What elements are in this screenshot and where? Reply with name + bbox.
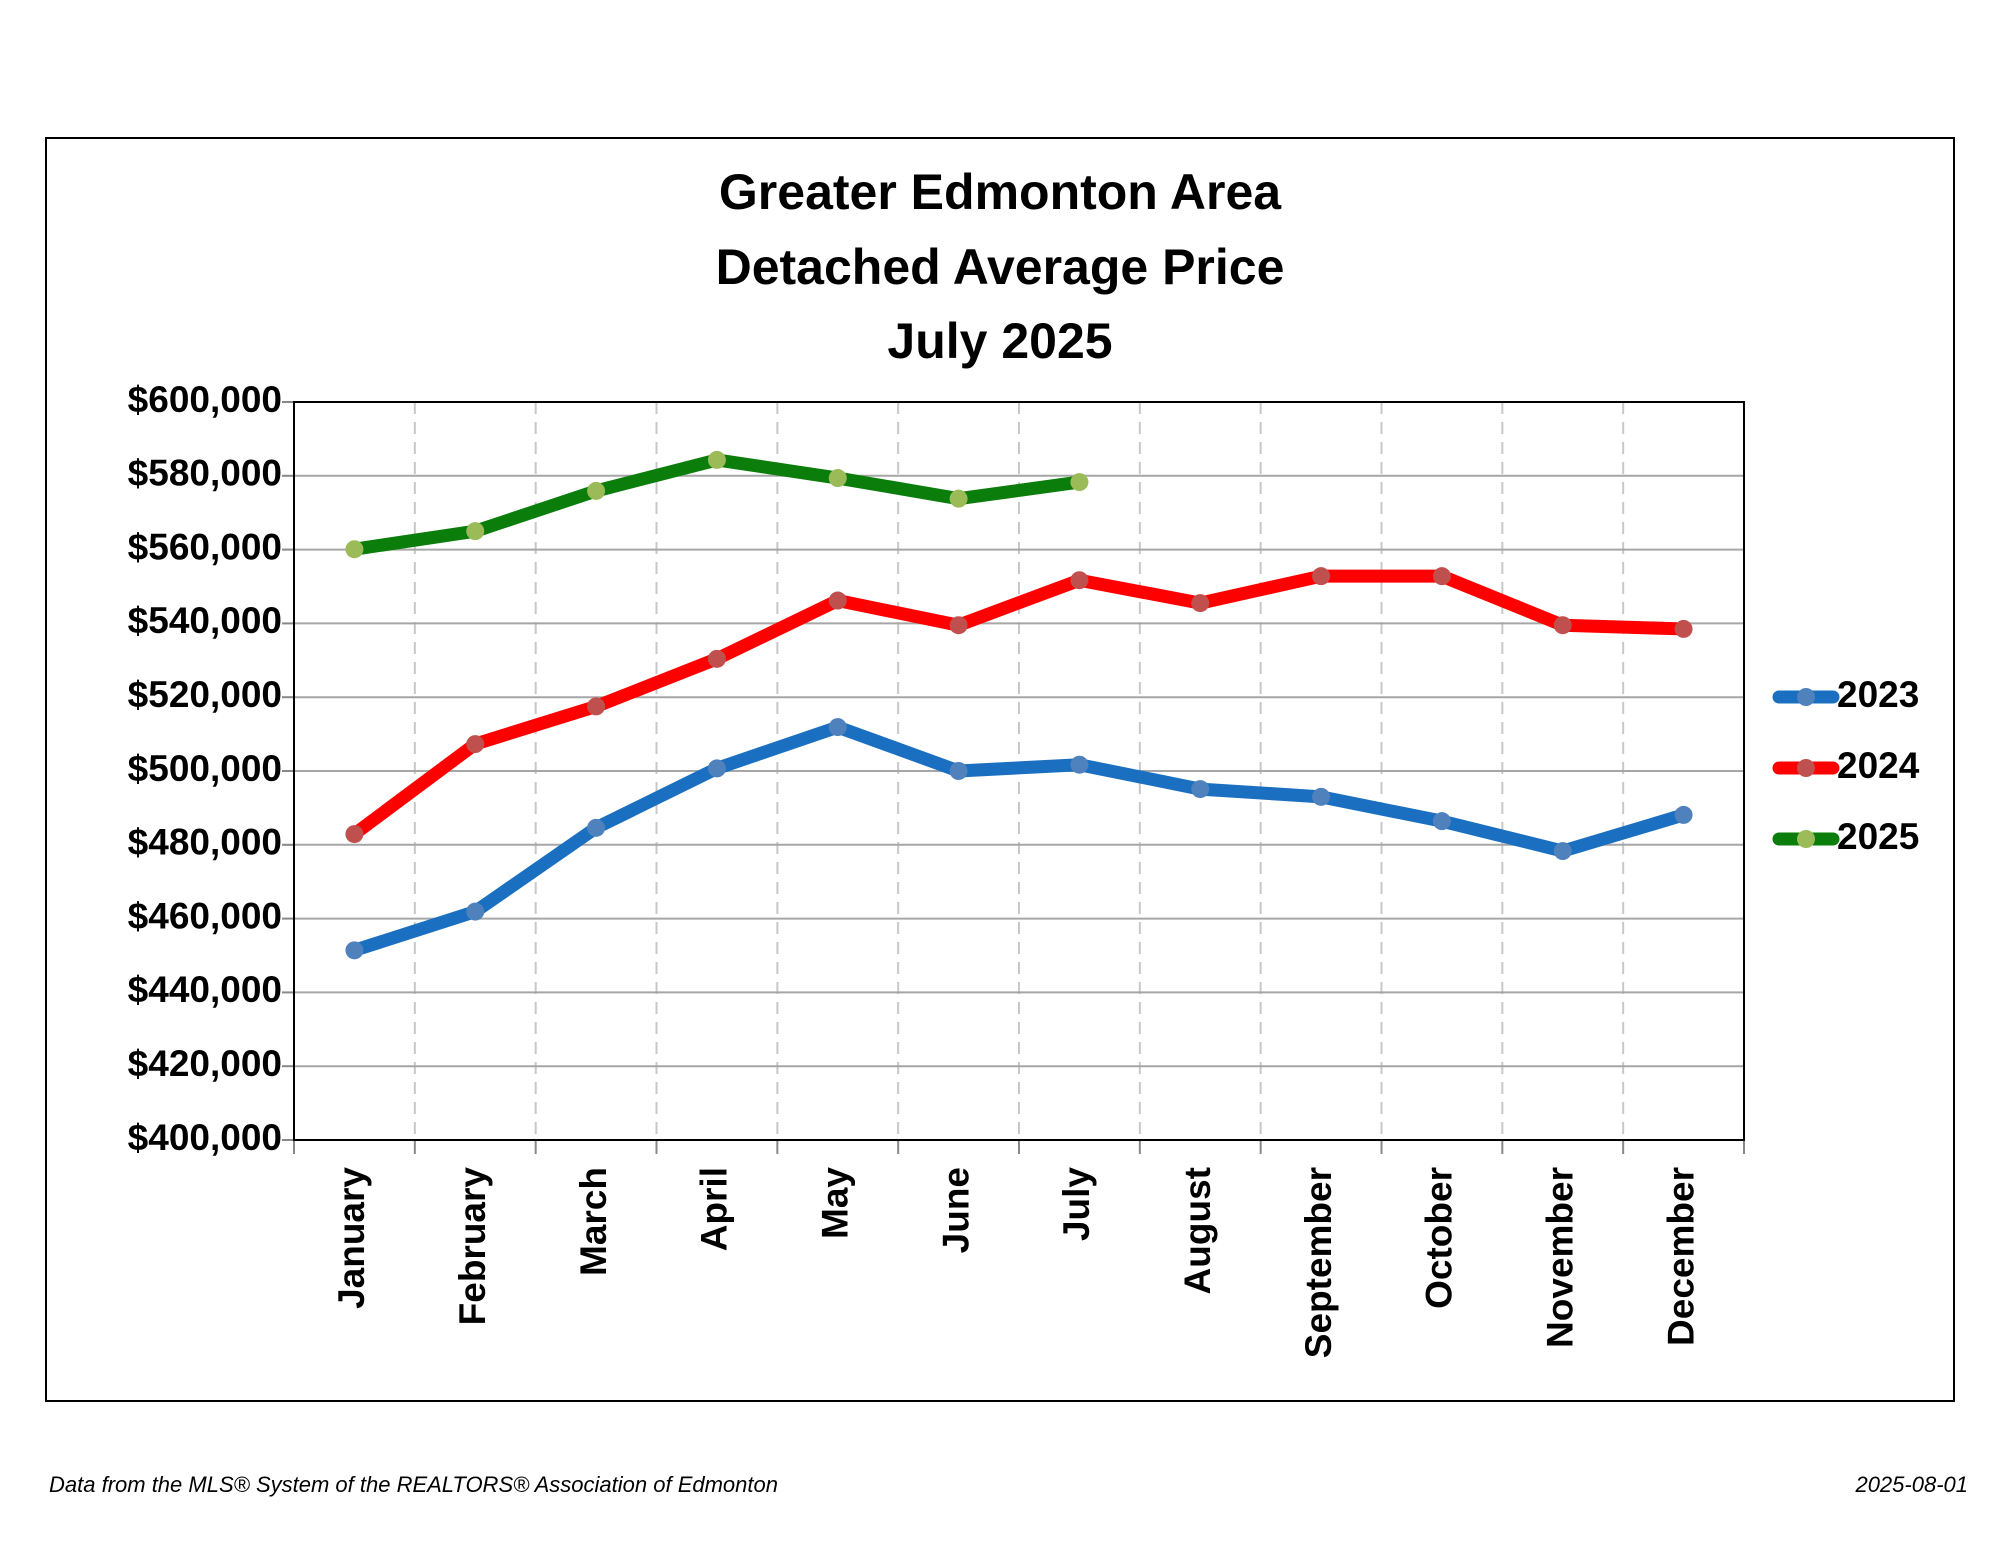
chart-frame xyxy=(45,137,1955,1402)
data-point xyxy=(345,540,364,559)
data-point xyxy=(466,735,485,754)
x-tick-label: September xyxy=(1298,1167,1339,1358)
y-tick-label: $400,000 xyxy=(128,1117,282,1158)
data-point xyxy=(949,762,968,780)
data-point xyxy=(828,718,847,737)
legend-marker xyxy=(1797,688,1815,706)
legend-marker xyxy=(1797,759,1815,777)
data-point xyxy=(1432,567,1451,586)
x-tick-label: March xyxy=(573,1167,614,1276)
chart-title: Detached Average Price xyxy=(716,239,1285,295)
y-tick-label: $460,000 xyxy=(128,895,282,936)
data-point xyxy=(1674,619,1693,638)
data-point xyxy=(707,649,726,668)
data-point xyxy=(707,450,726,469)
data-point xyxy=(1070,473,1089,492)
y-tick-label: $440,000 xyxy=(128,969,282,1010)
legend-label: 2025 xyxy=(1837,816,1919,857)
x-tick-label: May xyxy=(815,1167,856,1239)
data-point xyxy=(1070,571,1089,590)
data-point xyxy=(1191,594,1210,613)
x-tick-label: November xyxy=(1540,1167,1581,1348)
legend-label: 2023 xyxy=(1837,674,1919,715)
data-point xyxy=(949,616,968,635)
y-tick-label: $580,000 xyxy=(128,453,282,494)
y-tick-label: $600,000 xyxy=(128,379,282,420)
x-tick-label: July xyxy=(1056,1167,1097,1241)
data-point xyxy=(1191,780,1210,799)
date-note: 2025-08-01 xyxy=(1854,1472,1968,1497)
y-tick-label: $540,000 xyxy=(128,600,282,641)
data-point xyxy=(466,902,485,921)
data-point xyxy=(828,469,847,488)
source-note: Data from the MLS® System of the REALTOR… xyxy=(49,1472,778,1497)
legend-marker xyxy=(1797,830,1815,848)
plot-frame xyxy=(293,401,1745,1141)
x-tick-label: June xyxy=(935,1167,976,1253)
legend-label: 2024 xyxy=(1837,745,1920,786)
data-point xyxy=(1553,616,1572,635)
x-tick-label: January xyxy=(331,1167,372,1309)
x-tick-label: February xyxy=(452,1167,493,1326)
data-point xyxy=(949,489,968,508)
data-point xyxy=(345,825,364,844)
data-point xyxy=(1070,755,1089,774)
data-point xyxy=(1674,805,1693,824)
y-tick-label: $500,000 xyxy=(128,748,282,789)
data-point xyxy=(1553,842,1572,861)
series-line xyxy=(347,569,1691,841)
data-point xyxy=(345,941,364,960)
chart-title: July 2025 xyxy=(887,313,1112,369)
y-tick-label: $420,000 xyxy=(128,1043,282,1084)
series-line xyxy=(347,720,1691,957)
data-point xyxy=(587,818,606,837)
data-point xyxy=(1432,812,1451,831)
y-tick-label: $480,000 xyxy=(128,822,282,863)
data-point xyxy=(587,697,606,716)
data-point xyxy=(1312,787,1331,806)
data-point xyxy=(828,591,847,610)
series-line xyxy=(347,453,1086,556)
data-point xyxy=(707,759,726,778)
data-point xyxy=(1312,567,1331,586)
data-point xyxy=(466,522,485,541)
y-tick-label: $560,000 xyxy=(128,526,282,567)
x-tick-label: April xyxy=(694,1167,735,1251)
x-tick-label: August xyxy=(1177,1167,1218,1294)
x-tick-label: October xyxy=(1419,1167,1460,1309)
data-point xyxy=(587,481,606,500)
x-tick-label: December xyxy=(1660,1167,1701,1346)
y-tick-label: $520,000 xyxy=(128,674,282,715)
chart-title: Greater Edmonton Area xyxy=(719,164,1282,220)
